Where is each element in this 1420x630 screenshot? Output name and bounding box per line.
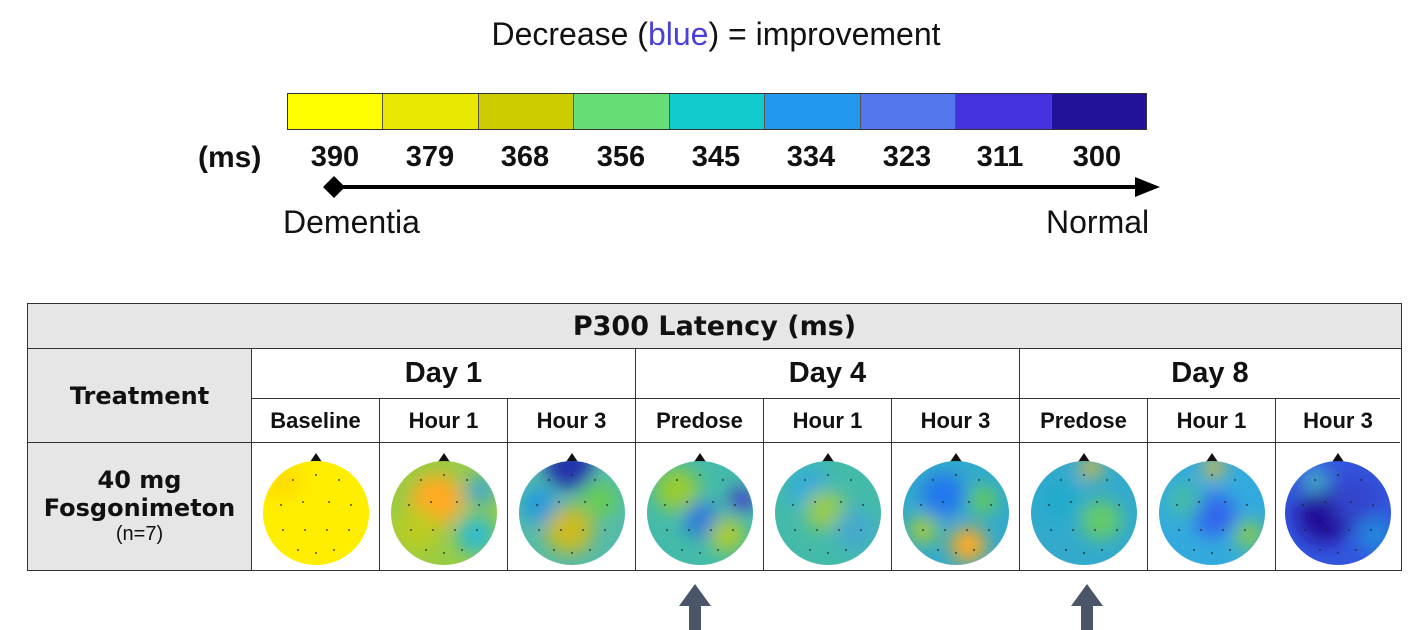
scalp-topography-map	[1030, 452, 1137, 565]
color-scale-tick: 356	[596, 141, 646, 173]
day-1-header: Day 1	[252, 349, 636, 399]
color-scale-cell	[765, 94, 861, 129]
scalp-map-cell	[1148, 443, 1276, 570]
timepoint-header: Hour 1	[1148, 399, 1276, 443]
nose-marker	[1205, 452, 1218, 462]
nose-marker	[437, 452, 450, 462]
scalp-map-cell	[1020, 443, 1148, 570]
color-scale-tick: 379	[405, 141, 455, 173]
scalp-map-cell	[892, 443, 1020, 570]
timepoint-header: Baseline	[252, 399, 380, 443]
nose-marker	[309, 452, 322, 462]
timepoint-header: Hour 1	[764, 399, 892, 443]
scalp-map-cell	[636, 443, 764, 570]
treatment-dose: 40 mg	[97, 466, 182, 495]
color-scale-tick: 300	[1072, 141, 1122, 173]
scalp-topography-map	[262, 452, 369, 565]
scalp-map-cell	[508, 443, 636, 570]
p300-latency-table: P300 Latency (ms) Treatment 40 mg Fosgon…	[27, 303, 1402, 571]
timepoint-header: Hour 3	[1276, 399, 1400, 443]
scalp-topography-map	[902, 452, 1009, 565]
color-scale-cell	[383, 94, 479, 129]
timepoint-header: Predose	[1020, 399, 1148, 443]
color-scale-tick: 334	[786, 141, 836, 173]
legend-title-blue: blue	[647, 16, 709, 52]
treatment-header: Treatment	[28, 349, 252, 443]
nose-marker	[1077, 452, 1090, 462]
scalp-map-cell	[764, 443, 892, 570]
up-arrow-day4	[679, 584, 711, 630]
color-scale-cell	[956, 94, 1052, 129]
nose-marker	[565, 452, 578, 462]
scalp-map-cell	[380, 443, 508, 570]
scalp-topography-map	[774, 452, 881, 565]
timepoint-header: Predose	[636, 399, 764, 443]
color-scale-cell	[860, 94, 957, 129]
timepoint-header: Hour 1	[380, 399, 508, 443]
timepoint-header: Hour 3	[892, 399, 1020, 443]
scalp-topography-map	[390, 452, 497, 565]
scalp-topography-map	[1285, 452, 1391, 565]
scalp-topography-map	[1158, 452, 1265, 565]
timepoint-header: Hour 3	[508, 399, 636, 443]
arrow-head	[1135, 177, 1160, 197]
treatment-cell: 40 mg Fosgonimeton (n=7)	[28, 443, 252, 570]
day-4-header: Day 4	[636, 349, 1020, 399]
color-scale-tick: 368	[500, 141, 550, 173]
diamond-marker	[323, 176, 345, 198]
color-scale-tick: 345	[691, 141, 741, 173]
color-scale-tick: 390	[310, 141, 360, 173]
legend-title: Decrease (blue) = improvement	[491, 16, 941, 52]
unit-label: (ms)	[198, 141, 262, 174]
dementia-label: Dementia	[283, 204, 420, 240]
scalp-topography-map	[646, 452, 753, 565]
color-scale-cell	[574, 94, 670, 129]
nose-marker	[949, 452, 962, 462]
scalp-map-cell	[252, 443, 380, 570]
nose-marker	[821, 452, 834, 462]
scalp-topography-map	[518, 452, 625, 565]
color-scale-cell	[1051, 94, 1146, 129]
treatment-n: (n=7)	[115, 522, 164, 545]
color-scale-cell	[478, 94, 575, 129]
day-8-header: Day 8	[1020, 349, 1400, 399]
scalp-map-cell	[1276, 443, 1400, 570]
color-scale-cell	[669, 94, 766, 129]
color-scale-tick: 323	[882, 141, 932, 173]
nose-marker	[1332, 452, 1344, 462]
treatment-name: Fosgonimeton	[43, 494, 236, 522]
color-scale-bar	[287, 93, 1147, 130]
nose-marker	[693, 452, 706, 462]
table-title: P300 Latency (ms)	[28, 304, 1401, 349]
color-scale-cell	[288, 94, 384, 129]
color-scale-tick: 311	[976, 141, 1024, 173]
up-arrow-day8	[1071, 584, 1103, 630]
normal-label: Normal	[1046, 204, 1150, 240]
dementia-normal-axis	[323, 176, 1160, 198]
